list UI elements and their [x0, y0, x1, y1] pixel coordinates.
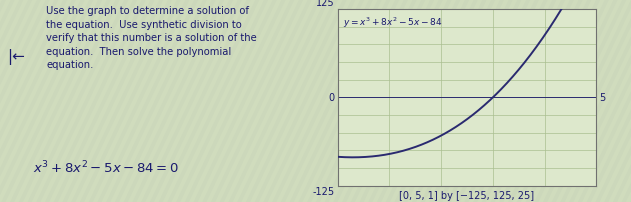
Text: Use the graph to determine a solution of
the equation.  Use synthetic division t: Use the graph to determine a solution of… — [47, 6, 257, 70]
Text: [0, 5, 1] by [−125, 125, 25]: [0, 5, 1] by [−125, 125, 25] — [399, 190, 534, 200]
Text: 0: 0 — [329, 93, 335, 103]
Text: |←: |← — [6, 49, 25, 64]
Text: -125: -125 — [313, 186, 335, 196]
Text: $x^3 + 8x^2 - 5x - 84 = 0$: $x^3 + 8x^2 - 5x - 84 = 0$ — [33, 159, 179, 176]
Text: 5: 5 — [599, 93, 605, 103]
Text: $y = x^3 + 8x^2 - 5x - 84$: $y = x^3 + 8x^2 - 5x - 84$ — [343, 15, 442, 30]
Text: 125: 125 — [316, 0, 335, 8]
